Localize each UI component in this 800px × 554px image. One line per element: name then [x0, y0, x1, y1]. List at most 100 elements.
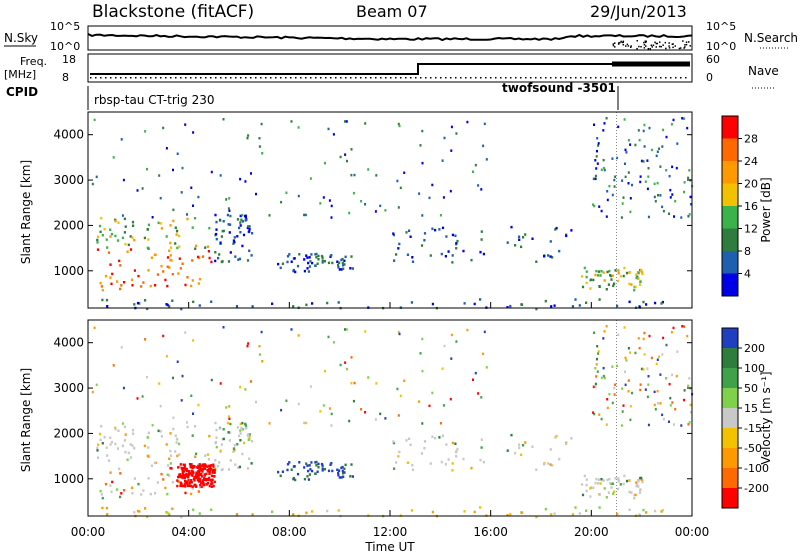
power-point: [606, 190, 609, 193]
velocity-point: [157, 429, 160, 433]
velocity-point: [207, 470, 210, 473]
power-point: [178, 245, 181, 248]
nave-dot: [390, 77, 392, 79]
nave-dot: [680, 77, 682, 79]
nsearch-dot: [622, 41, 624, 44]
power-point: [104, 274, 108, 278]
power-point: [232, 239, 235, 242]
power-point: [241, 213, 244, 217]
x-tick-label: 12:00: [373, 525, 408, 539]
velocity-point: [195, 452, 198, 456]
velocity-point: [319, 410, 322, 413]
velocity-point: [645, 511, 648, 514]
power-point: [614, 269, 617, 272]
velocity-point: [630, 491, 633, 494]
velocity-point: [271, 510, 274, 513]
power-point: [640, 268, 643, 272]
nsearch-dot: [627, 45, 630, 47]
power-point: [600, 168, 603, 172]
velocity-point: [607, 491, 610, 494]
power-point: [553, 304, 556, 307]
nave-dot: [145, 77, 147, 79]
nave-dot: [100, 77, 102, 79]
power-point: [603, 122, 606, 125]
velocity-point: [625, 479, 629, 483]
velocity-point: [193, 465, 196, 468]
nsearch-dot: [672, 43, 674, 45]
colorbar-tick-label: -15: [744, 422, 762, 435]
velocity-point: [342, 472, 345, 475]
velocity-point: [479, 506, 482, 509]
velocity-point: [594, 382, 597, 386]
velocity-point: [110, 440, 113, 444]
velocity-point: [235, 513, 239, 516]
velocity-point: [336, 468, 339, 471]
velocity-point: [637, 337, 640, 340]
velocity-point: [194, 484, 197, 487]
power-point: [659, 194, 662, 197]
velocity-point: [485, 366, 488, 369]
power-point: [225, 198, 228, 201]
velocity-point: [661, 353, 664, 356]
power-point: [342, 267, 345, 270]
velocity-point: [644, 388, 647, 391]
velocity-colorbar-label: Velocity [m s⁻¹]: [759, 371, 773, 464]
power-point: [111, 272, 114, 276]
power-point: [261, 152, 264, 155]
power-point: [215, 237, 218, 241]
velocity-point: [665, 343, 668, 347]
velocity-point: [597, 350, 600, 353]
velocity-point: [131, 444, 134, 447]
power-point: [673, 215, 675, 218]
velocity-point: [187, 470, 191, 473]
cpid-label: CPID: [6, 85, 38, 99]
velocity-point: [596, 370, 599, 373]
power-point: [598, 285, 601, 288]
velocity-point: [232, 450, 235, 453]
colorbar-segment: [722, 488, 738, 508]
power-point: [235, 305, 239, 308]
nave-dot: [470, 77, 472, 79]
velocity-point: [206, 482, 209, 485]
power-point: [292, 268, 295, 272]
velocity-point: [675, 374, 678, 378]
power-point: [656, 150, 659, 153]
velocity-point: [207, 478, 210, 482]
power-point: [147, 223, 150, 227]
freq-label-2: [MHz]: [4, 68, 36, 81]
power-point: [331, 261, 334, 265]
velocity-point: [598, 493, 601, 496]
velocity-point: [140, 493, 143, 496]
velocity-point: [99, 438, 102, 442]
velocity-point: [96, 449, 99, 452]
nave-dot: [435, 77, 437, 79]
velocity-point: [455, 455, 458, 458]
power-point: [472, 170, 474, 173]
velocity-point: [669, 404, 672, 407]
velocity-point: [327, 469, 331, 473]
power-point: [454, 234, 457, 237]
power-point: [642, 300, 645, 304]
velocity-point: [165, 511, 168, 514]
power-point: [429, 254, 432, 257]
velocity-point: [518, 446, 521, 449]
velocity-point: [342, 475, 345, 478]
power-point: [116, 239, 120, 242]
nave-dot: [655, 77, 657, 79]
velocity-point: [239, 439, 242, 442]
power-point: [633, 288, 636, 292]
velocity-point: [639, 383, 642, 386]
velocity-point: [169, 466, 172, 470]
velocity-point: [116, 488, 119, 491]
velocity-point: [165, 355, 168, 358]
velocity-point: [180, 399, 183, 402]
velocity-point: [293, 465, 296, 468]
nsearch-dot: [651, 46, 653, 48]
power-point: [628, 282, 631, 286]
power-point: [451, 261, 454, 264]
power-point: [165, 147, 168, 150]
velocity-point: [179, 474, 182, 478]
nave-dot: [645, 77, 647, 79]
power-point: [374, 210, 377, 213]
